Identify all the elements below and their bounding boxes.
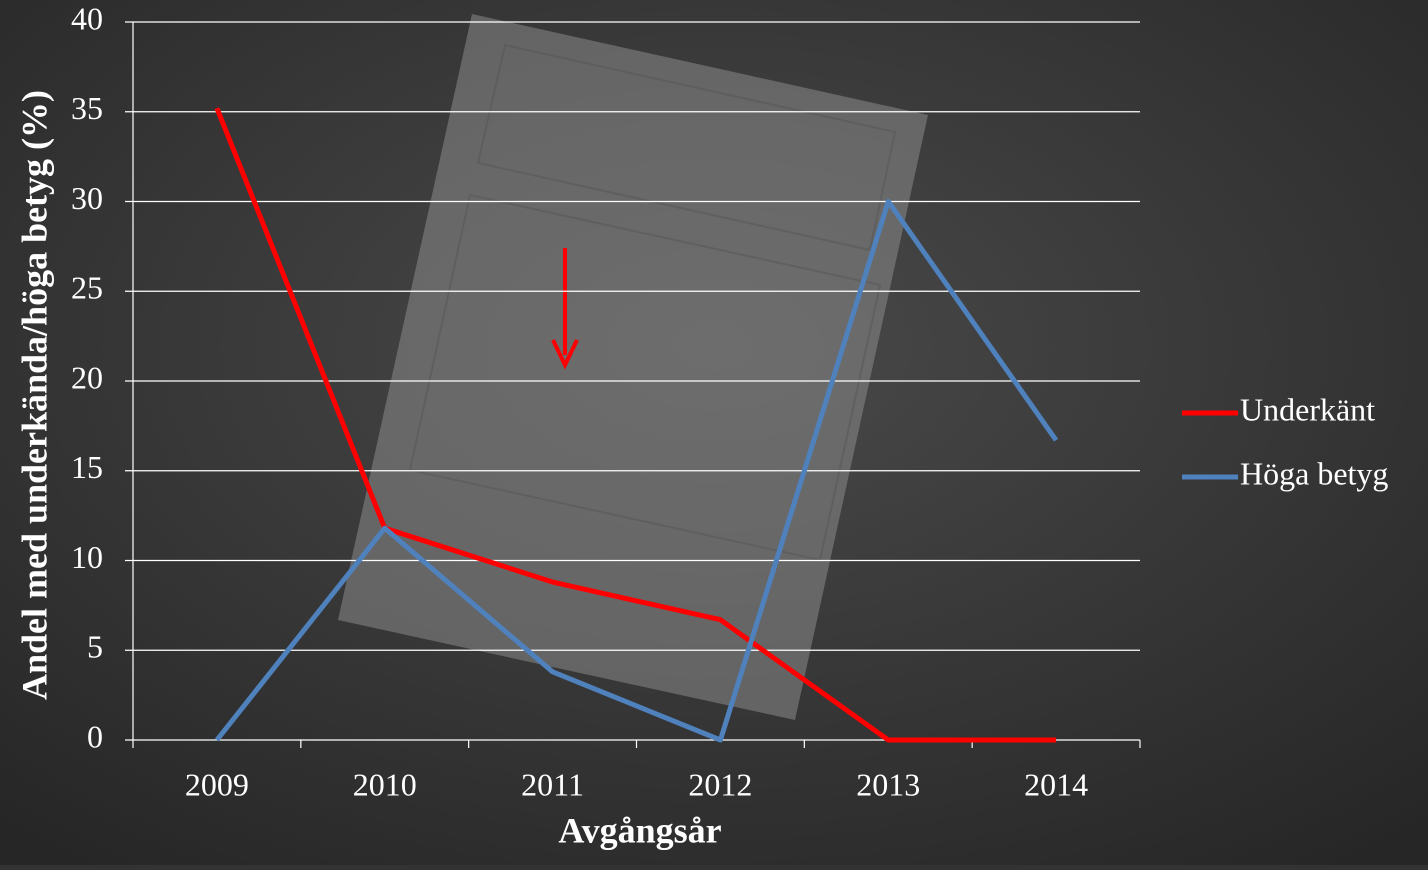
y-tick-label: 30 [71, 180, 103, 216]
legend-label: Höga betyg [1240, 455, 1388, 491]
x-tick-label: 2012 [688, 766, 752, 802]
y-tick-label: 15 [71, 449, 103, 485]
x-tick-label: 2010 [353, 766, 417, 802]
y-tick-label: 10 [71, 539, 103, 575]
y-axis-title: Andel med underkända/höga betyg (%) [14, 90, 54, 700]
y-tick-label: 35 [71, 90, 103, 126]
y-tick-label: 20 [71, 359, 103, 395]
y-tick-label: 5 [87, 629, 103, 665]
x-tick-label: 2009 [185, 766, 249, 802]
page: Avgångsår Andel med underkända/höga bety… [0, 0, 1428, 865]
y-tick-label: 25 [71, 270, 103, 306]
y-tick-label: 40 [71, 0, 103, 36]
y-tick-label: 0 [87, 718, 103, 754]
legend-label: Underkänt [1240, 391, 1375, 427]
x-tick-label: 2014 [1024, 766, 1088, 802]
x-tick-label: 2013 [856, 766, 920, 802]
x-axis-title: Avgångsår [558, 810, 721, 850]
chart: Avgångsår Andel med underkända/höga bety… [0, 0, 1428, 865]
x-tick-label: 2011 [521, 766, 584, 802]
